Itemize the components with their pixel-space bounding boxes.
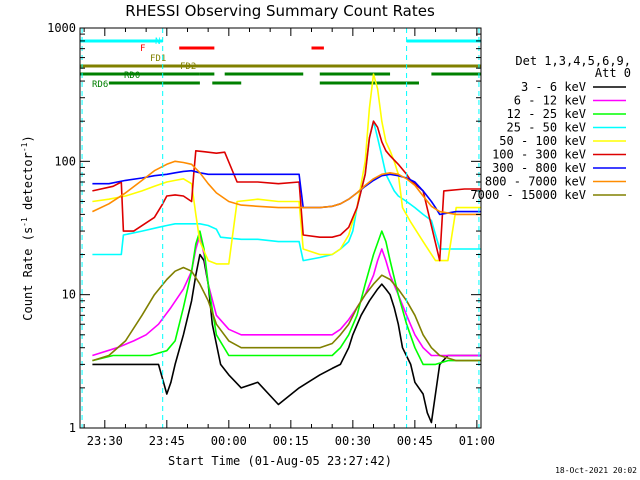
- legend-header-line1: Det 1,3,4,5,6,9,: [515, 54, 631, 68]
- series-line-6-12-kev: [92, 234, 481, 357]
- state-label-rd0: RD0: [124, 71, 140, 81]
- y-tick-label: 1: [69, 421, 76, 435]
- state-label-fd1: FD1: [150, 54, 166, 64]
- instrument-state-bars: NF FD1 FD2 RD0 RD6: [80, 37, 481, 90]
- y-tick-label: 10: [62, 288, 76, 302]
- series-line-100-300-kev: [92, 120, 481, 262]
- state-label-f: F: [140, 44, 145, 54]
- y-axis: 1 10 100 1000: [47, 21, 481, 435]
- legend-header-line2: Att 0: [595, 66, 631, 80]
- series-line-12-25-kev: [92, 230, 481, 366]
- chart-title: RHESSI Observing Summary Count Rates: [125, 2, 435, 20]
- state-label-fd2: FD2: [180, 62, 196, 72]
- legend-label-50-100-kev: 50 - 100 keV: [499, 134, 586, 148]
- x-tick-label: 23:45: [149, 434, 185, 448]
- generation-timestamp: 18-Oct-2021 20:02: [555, 466, 637, 475]
- cyan-marker-lines: [81, 28, 480, 428]
- legend-label-800-7000-kev: 800 - 7000 keV: [485, 175, 586, 189]
- legend-label-25-50-kev: 25 - 50 keV: [507, 121, 586, 135]
- legend-label-7000-15000-kev: 7000 - 15000 keV: [470, 188, 586, 202]
- legend-label-6-12-kev: 6 - 12 keV: [514, 94, 586, 108]
- x-axis-label: Start Time (01-Aug-05 23:27:42): [168, 454, 392, 468]
- x-tick-label: 00:15: [273, 434, 309, 448]
- y-tick-label: 1000: [47, 21, 76, 35]
- x-tick-label: 00:45: [397, 434, 433, 448]
- series-line-50-100-kev: [92, 73, 481, 265]
- x-tick-label: 00:30: [335, 434, 371, 448]
- x-tick-label: 01:00: [459, 434, 495, 448]
- legend-label-12-25-kev: 12 - 25 keV: [507, 107, 586, 121]
- legend-label-100-300-kev: 100 - 300 keV: [492, 148, 586, 162]
- series-lines: [92, 73, 481, 424]
- state-label-rd6: RD6: [92, 80, 108, 90]
- x-tick-label: 00:00: [211, 434, 247, 448]
- series-line-7000-15000-kev: [92, 266, 481, 362]
- x-axis: 23:30 23:45 00:00 00:15 00:30 00:45 01:00: [83, 28, 495, 448]
- series-line-3-6-kev: [92, 253, 481, 424]
- y-tick-label: 100: [54, 154, 76, 168]
- x-tick-label: 23:30: [87, 434, 123, 448]
- state-label-n: N: [155, 37, 160, 47]
- y-axis-label: Count Rate (s-1 detector-1): [20, 135, 35, 320]
- series-line-800-7000-kev: [92, 160, 481, 216]
- legend-label-3-6-kev: 3 - 6 keV: [521, 80, 586, 94]
- plot-frame: [79, 27, 482, 429]
- legend-label-300-800-kev: 300 - 800 keV: [492, 161, 586, 175]
